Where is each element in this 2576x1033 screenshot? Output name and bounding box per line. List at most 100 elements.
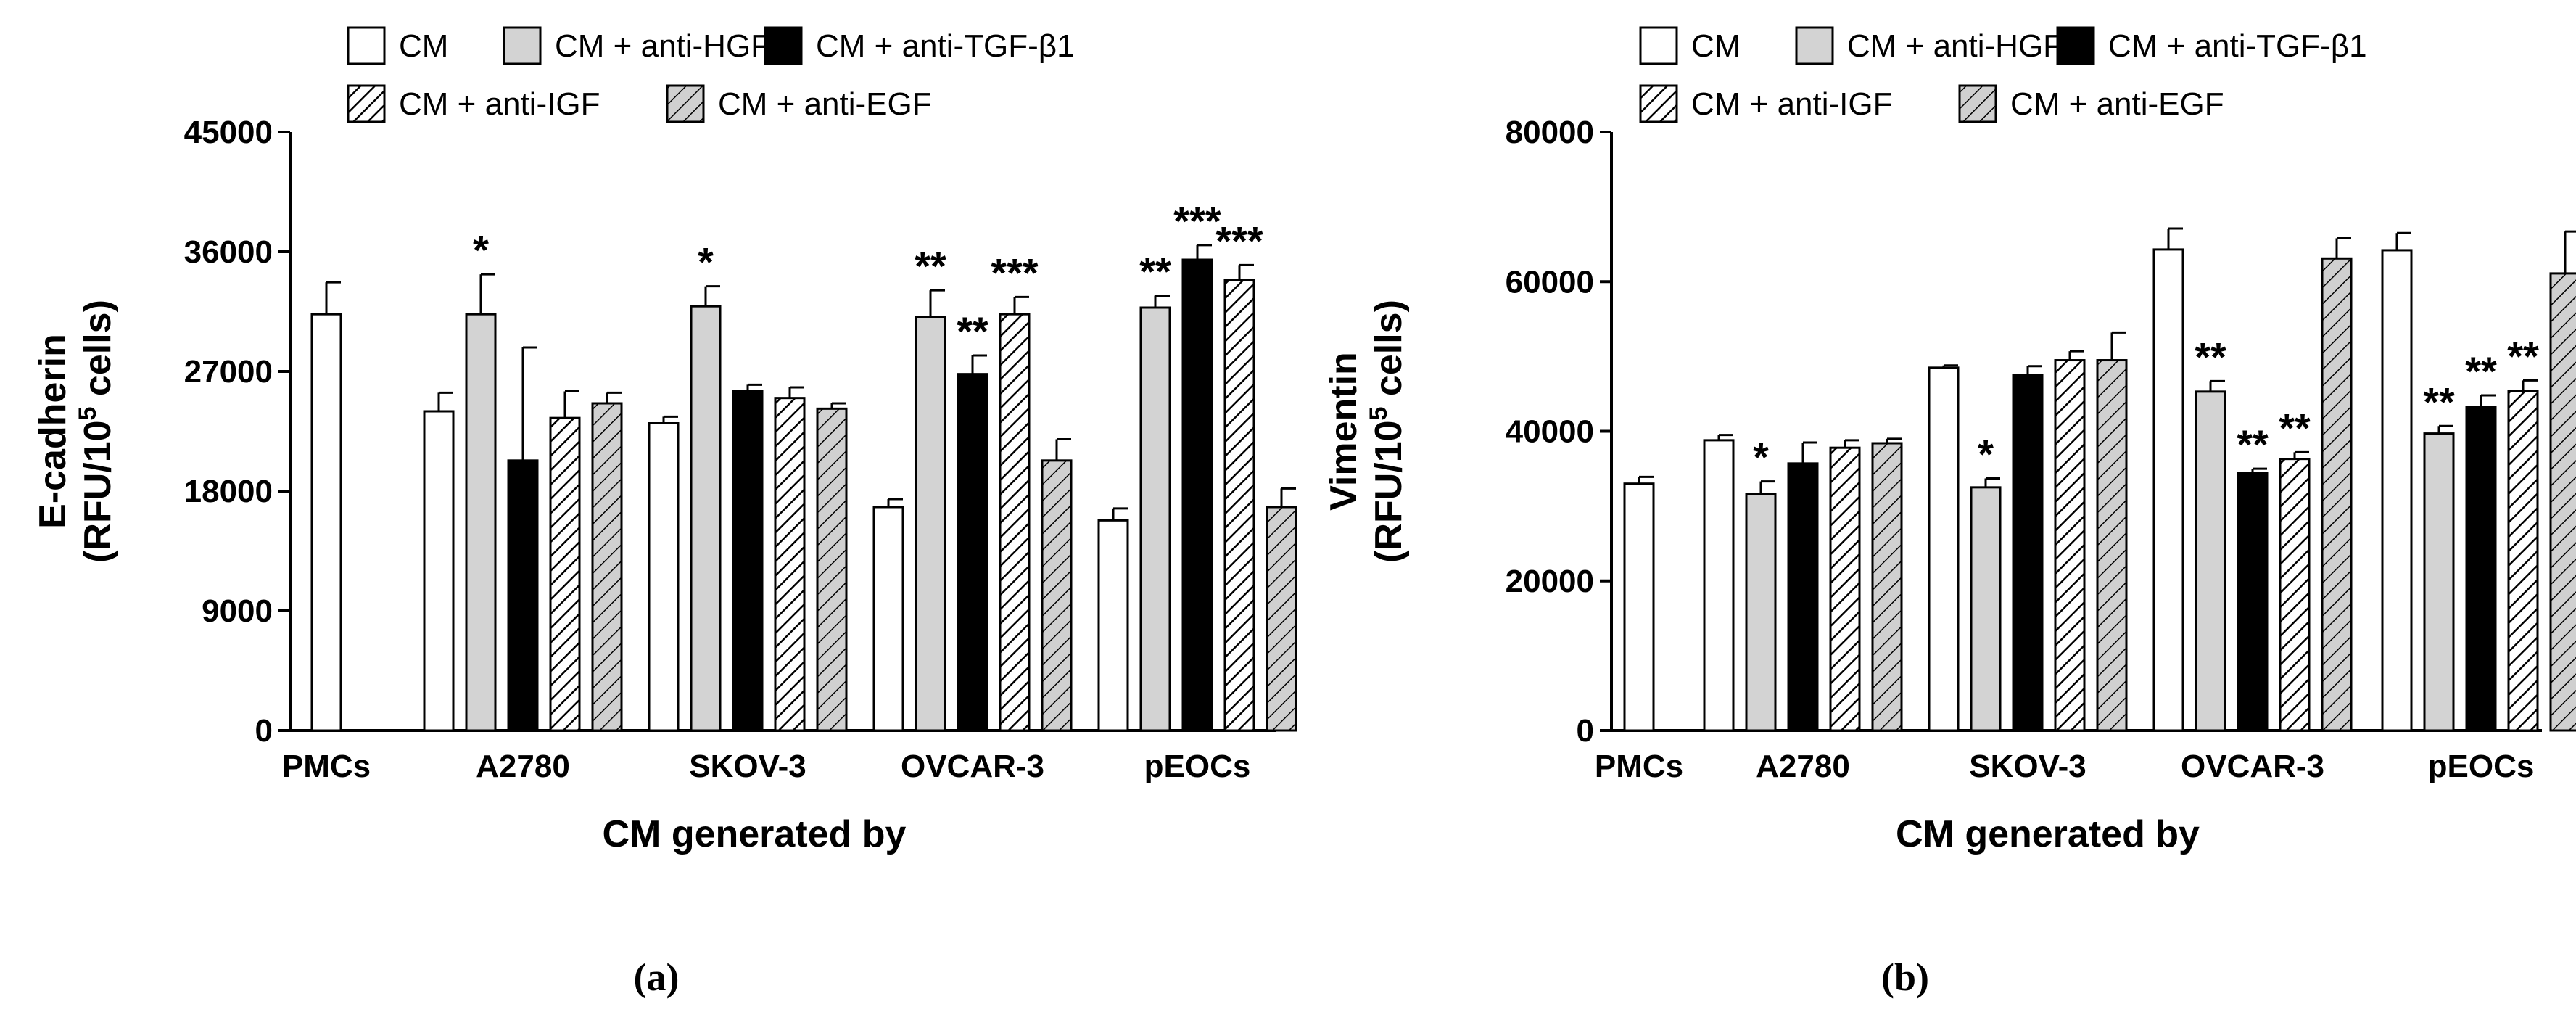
x-axis-title: CM generated by — [1896, 813, 2200, 855]
bar-SKOV-3-s1 — [690, 305, 722, 732]
x-category-label: PMCs — [1595, 749, 1683, 784]
bar-SKOV-3-s3 — [2054, 359, 2086, 732]
legend-swatch-2 — [1795, 26, 1834, 65]
y-tick-label: 40000 — [1506, 414, 1594, 450]
x-category-label: A2780 — [1756, 749, 1850, 784]
x-category-label: OVCAR-3 — [901, 749, 1044, 784]
bar-OVCAR-3-s4 — [1041, 459, 1073, 732]
significance-marker: ** — [2423, 379, 2455, 424]
bar-OVCAR-3-s0 — [2152, 248, 2184, 732]
y-axis-title-line1: Vimentin — [1323, 352, 1365, 511]
y-axis-title-suffix: cells) — [1368, 300, 1410, 406]
bar-pEOCs-s4 — [1266, 506, 1297, 732]
y-tick-label: 27000 — [184, 354, 273, 390]
y-axis-title-line2: (RFU/105 cells) — [74, 300, 119, 563]
bar-pEOCs-s3 — [2507, 390, 2539, 732]
x-category-label: A2780 — [476, 749, 570, 784]
bar-SKOV-3-s0 — [648, 422, 680, 732]
bar-OVCAR-3-s1 — [915, 316, 946, 732]
y-tick-label: 9000 — [202, 593, 273, 629]
bar-pEOCs-s1 — [1139, 306, 1171, 732]
panel-label: (a) — [634, 955, 680, 999]
significance-marker: ** — [1139, 249, 1171, 295]
legend-label-2: CM + anti-HGF — [555, 28, 770, 64]
legend-swatch-4 — [1639, 84, 1678, 123]
legend-label-4: CM + anti-IGF — [1691, 86, 1893, 122]
bar-OVCAR-3-s1 — [2195, 390, 2226, 732]
y-axis-title-line1: E-cadherin — [32, 334, 74, 529]
bar-SKOV-3-s2 — [2012, 374, 2044, 732]
x-category-label: pEOCs — [1144, 749, 1251, 784]
bar-pEOCs-s3 — [1223, 279, 1255, 732]
legend-swatch-3 — [2056, 26, 2095, 65]
bar-PMCs-s0 — [310, 313, 342, 732]
significance-marker: *** — [1173, 198, 1221, 244]
bar-A2780-s2 — [507, 459, 539, 732]
bar-OVCAR-3-s2 — [2237, 472, 2269, 732]
x-category-label: SKOV-3 — [689, 749, 806, 784]
bar-A2780-s1 — [465, 313, 497, 732]
significance-marker: ** — [2465, 348, 2497, 394]
bar-SKOV-3-s3 — [774, 397, 806, 732]
y-axis-title-prefix: (RFU/10 — [1368, 420, 1410, 562]
significance-marker: ** — [2237, 421, 2269, 467]
bar-pEOCs-s1 — [2423, 432, 2455, 732]
significance-marker: ** — [915, 243, 946, 289]
legend-swatch-4 — [347, 84, 386, 123]
y-axis-title-superscript: 5 — [74, 407, 102, 421]
y-tick-label: 60000 — [1506, 264, 1594, 300]
y-tick-label: 45000 — [184, 115, 273, 150]
significance-marker: ** — [2195, 334, 2226, 379]
bar-OVCAR-3-s3 — [2279, 458, 2311, 732]
bar-A2780-s3 — [549, 416, 581, 732]
y-tick-label: 80000 — [1506, 115, 1594, 150]
significance-marker: ** — [957, 308, 988, 354]
significance-marker: * — [698, 239, 714, 285]
y-tick-label: 20000 — [1506, 564, 1594, 599]
significance-marker: ** — [2507, 333, 2539, 379]
legend-swatch-5 — [666, 84, 705, 123]
significance-marker: * — [473, 227, 489, 273]
legend-label-3: CM + anti-TGF-β1 — [816, 28, 1075, 64]
legend-swatch-1 — [1639, 26, 1678, 65]
bar-A2780-s4 — [1871, 442, 1903, 732]
bar-SKOV-3-s2 — [732, 390, 764, 732]
significance-marker: *** — [991, 250, 1039, 295]
bar-A2780-s0 — [1703, 439, 1735, 732]
significance-marker: * — [1753, 435, 1769, 480]
bar-OVCAR-3-s4 — [2321, 257, 2353, 732]
bar-OVCAR-3-s3 — [999, 313, 1031, 732]
legend-label-1: CM — [399, 28, 448, 64]
bar-pEOCs-s0 — [2381, 249, 2413, 732]
bar-PMCs-s0 — [1623, 482, 1655, 732]
legend-label-3: CM + anti-TGF-β1 — [2108, 28, 2367, 64]
panel-label: (b) — [1881, 955, 1929, 999]
bar-SKOV-3-s4 — [816, 407, 848, 732]
legend-swatch-3 — [764, 26, 803, 65]
bar-SKOV-3-s1 — [1970, 486, 2002, 732]
y-axis-title-suffix: cells) — [77, 300, 119, 406]
legend-swatch-5 — [1958, 84, 1997, 123]
y-tick-label: 36000 — [184, 234, 273, 270]
legend-swatch-2 — [503, 26, 542, 65]
bar-OVCAR-3-s0 — [872, 506, 904, 732]
x-category-label: OVCAR-3 — [2181, 749, 2324, 784]
chart-panel-1: 0 9000 18000 27000 36000 45000 E-cadherin (RFU/… — [32, 26, 1297, 999]
x-category-label: pEOCs — [2428, 749, 2535, 784]
bar-SKOV-3-s0 — [1928, 366, 1960, 732]
y-axis-title-prefix: (RFU/10 — [77, 420, 119, 562]
significance-marker: * — [1978, 431, 1994, 477]
bar-SKOV-3-s4 — [2096, 359, 2128, 732]
bar-pEOCs-s2 — [2465, 406, 2497, 732]
legend-label-4: CM + anti-IGF — [399, 86, 600, 122]
bar-A2780-s3 — [1829, 446, 1861, 732]
chart-panel-2: 0 20000 40000 60000 80000 Vimentin (RFU/105 ce… — [1323, 26, 2576, 999]
y-axis-title-superscript: 5 — [1365, 407, 1392, 421]
x-axis-title: CM generated by — [603, 813, 907, 855]
legend-label-5: CM + anti-EGF — [2010, 86, 2224, 122]
x-category-label: PMCs — [282, 749, 371, 784]
significance-marker: *** — [1215, 218, 1263, 263]
bar-OVCAR-3-s2 — [957, 373, 988, 732]
